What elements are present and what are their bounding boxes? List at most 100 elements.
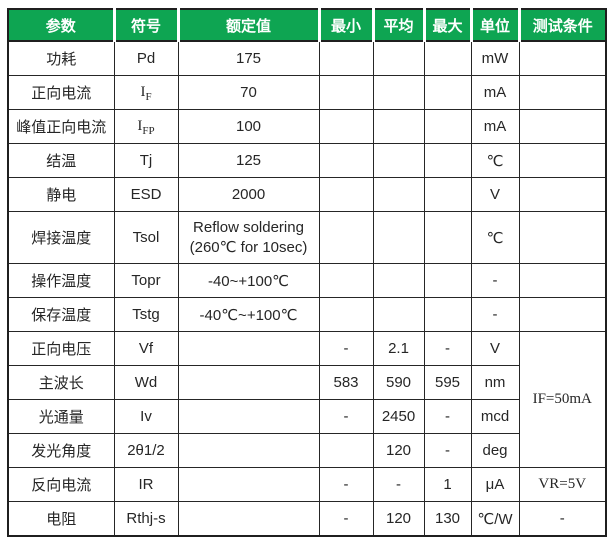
cell-rated-value: 2000 [177,177,320,212]
table-row-storage-temperature: 保存温度 Tstg -40℃~+100℃ - [7,297,607,332]
cell-unit: mA [470,75,520,110]
table-row-junction-temperature: 结温 Tj 125 ℃ [7,143,607,178]
rated-line-2: (260℃ for 10sec) [189,238,308,256]
cell-unit: V [470,177,520,212]
cell-avg: 590 [372,365,425,400]
cell-param: 操作温度 [7,263,115,298]
cell-min: - [318,331,374,366]
cell-max: - [423,399,472,434]
cell-symbol: Rthj-s [113,501,179,537]
cell-rated-value [177,365,320,400]
cell-unit: - [470,297,520,332]
cell-symbol: Vf [113,331,179,366]
cell-symbol: IFP [113,109,179,144]
table-row-reverse-current: 反向电流 IR - - 1 μA VR=5V [7,467,607,502]
symbol-text: ESD [130,186,162,203]
cell-max: 1 [423,467,472,502]
cell-test-condition [518,109,607,144]
symbol-text: Topr [131,272,161,289]
cell-rated-value: -40~+100℃ [177,263,320,298]
cell-param: 电阻 [7,501,115,537]
cell-min: - [318,399,374,434]
cell-test-condition [518,40,607,76]
cell-min [318,433,374,468]
cell-avg [372,40,425,76]
symbol-subscript: FP [142,124,155,137]
cell-unit: mA [470,109,520,144]
symbol-text: Tsol [132,229,160,246]
cell-min [318,211,374,264]
table-row-soldering-temperature: 焊接温度 Tsol Reflow soldering (260℃ for 10se… [7,211,607,264]
cell-max [423,40,472,76]
cell-param: 结温 [7,143,115,178]
cell-test-condition: VR=5V [518,467,607,502]
cell-min [318,177,374,212]
cell-avg [372,143,425,178]
cell-unit: ℃/W [470,501,520,537]
col-header-unit: 单位 [469,8,521,42]
cell-param: 正向电流 [7,75,115,110]
cell-rated-value [177,467,320,502]
cell-param: 功耗 [7,40,115,76]
cell-avg: 2.1 [372,331,425,366]
cell-unit: deg [470,433,520,468]
cell-rated-value: -40℃~+100℃ [177,297,320,332]
cell-param: 主波长 [7,365,115,400]
cell-unit: mcd [470,399,520,434]
cell-param: 保存温度 [7,297,115,332]
cell-test-condition [518,297,607,332]
table-row-forward-voltage: 正向电压 Vf - 2.1 - V IF=50mA [7,331,607,468]
cell-unit: ℃ [470,143,520,178]
cell-min [318,40,374,76]
col-header-min: 最小 [317,8,375,42]
table-row-luminous-intensity: 光通量 Iv - 2450 - mcd [7,399,606,434]
cell-min: 583 [318,365,374,400]
cell-avg [372,177,425,212]
symbol-text: Iv [140,408,152,425]
cell-max: - [423,331,472,366]
cell-min [318,109,374,144]
col-header-max: 最大 [422,8,473,42]
rated-line-1: Reflow soldering [193,219,304,236]
table-row-forward-current: 正向电流 IF 70 mA [7,75,607,110]
cell-unit: ℃ [470,211,520,264]
cell-test-condition [518,177,607,212]
cell-max [423,297,472,332]
symbol-text: Wd [134,374,158,391]
symbol-text: 2θ1/2 [127,442,165,459]
cell-param: 光通量 [7,399,115,434]
cell-rated-value [177,399,320,434]
cell-param: 静电 [7,177,115,212]
cell-test-condition [518,143,607,178]
cell-max: - [423,433,472,468]
cell-min: - [318,501,374,537]
cell-param: 焊接温度 [7,211,115,264]
col-header-parameter: 参数 [7,8,116,42]
cell-test-condition [518,263,607,298]
cell-max [423,263,472,298]
cell-symbol: IF [113,75,179,110]
cell-rated-value: Reflow soldering (260℃ for 10sec) [177,211,320,264]
cell-rated-value [177,501,320,537]
cell-param: 发光角度 [7,433,115,468]
cell-max [423,211,472,264]
col-header-symbol: 符号 [112,8,180,42]
cell-avg: 120 [372,501,425,537]
cell-avg: - [372,467,425,502]
cell-max [423,177,472,212]
cell-unit: μA [470,467,520,502]
cell-test-condition [518,75,607,110]
cell-max: 595 [423,365,472,400]
cell-rated-value: 100 [177,109,320,144]
cell-max [423,143,472,178]
cell-symbol: Wd [113,365,179,400]
cell-min [318,143,374,178]
cell-test-condition-merged: IF=50mA [518,331,607,468]
table-row-dominant-wavelength: 主波长 Wd 583 590 595 nm [7,365,606,400]
table-row-viewing-angle: 发光角度 2θ1/2 120 - deg [7,433,606,468]
cell-test-condition [518,211,607,264]
cell-unit: nm [470,365,520,400]
cell-symbol: Tsol [113,211,179,264]
cell-unit: - [470,263,520,298]
symbol-text: Pd [136,50,156,67]
